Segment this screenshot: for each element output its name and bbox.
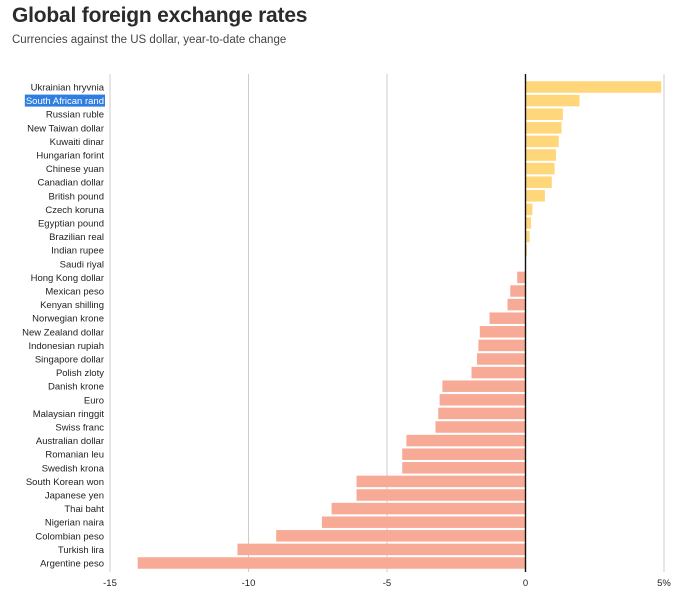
bar (438, 407, 526, 420)
category-label: Kuwaiti dinar (50, 137, 104, 148)
bar (507, 298, 526, 311)
category-label: Argentine peso (40, 559, 104, 570)
chart-subtitle: Currencies against the US dollar, year-t… (12, 34, 287, 46)
x-tick-label: -15 (103, 578, 117, 589)
gridlines (109, 74, 665, 572)
bar (402, 448, 526, 460)
bars (137, 81, 662, 569)
category-label: New Zealand dollar (22, 327, 104, 338)
x-tick-label: 5% (657, 578, 671, 589)
bar (331, 502, 526, 515)
bar (356, 475, 526, 488)
category-label: Polish zloty (56, 368, 104, 379)
category-label: Kenyan shilling (40, 300, 104, 311)
category-label: Chinese yuan (46, 164, 104, 175)
bar (402, 462, 526, 474)
category-label: Romanian leu (45, 450, 104, 461)
bar (510, 285, 526, 297)
bar (471, 366, 526, 379)
x-axis-ticks: -15 -10 -5 0 5% (103, 578, 671, 589)
category-labels: Ukrainian hryvnia South African rand Russi… (22, 83, 105, 570)
x-tick-label: -5 (383, 578, 391, 589)
category-label: Australian dollar (36, 436, 104, 447)
category-label: Indian rupee (51, 246, 104, 257)
category-label: Brazilian real (49, 232, 104, 243)
bar (321, 516, 526, 528)
category-label: Canadian dollar (37, 178, 104, 189)
category-label: Mexican peso (45, 287, 104, 298)
category-label: Norwegian krone (32, 314, 104, 325)
bar (237, 543, 526, 556)
category-label: Russian ruble (46, 110, 104, 121)
category-label: Danish krone (48, 382, 104, 393)
bar (525, 122, 562, 134)
category-label: Egyptian pound (38, 219, 104, 230)
category-label: South Korean won (26, 477, 104, 488)
category-label: Colombian peso (35, 531, 104, 542)
bar (525, 217, 532, 229)
category-label: Indonesian rupiah (28, 341, 104, 352)
bar (525, 176, 552, 188)
bar (137, 557, 526, 569)
bar (525, 230, 530, 243)
category-label: Turkish lira (58, 545, 105, 556)
category-label: Hong Kong dollar (31, 273, 104, 284)
bar (525, 162, 555, 175)
bar (406, 434, 526, 447)
x-tick-label: -10 (242, 578, 256, 589)
bar (439, 394, 526, 406)
category-label: Euro (84, 395, 104, 406)
bar (525, 203, 533, 216)
bar (435, 421, 526, 433)
category-label: Swiss franc (55, 423, 104, 434)
category-label: Japanese yen (45, 491, 104, 502)
category-label: South African rand (26, 96, 104, 107)
selection-highlight (24, 94, 105, 107)
bar (477, 353, 526, 365)
category-label: Singapore dollar (35, 355, 104, 366)
category-label: British pound (49, 191, 104, 202)
category-label: New Taiwan dollar (27, 123, 104, 134)
bar (276, 530, 526, 542)
bar (489, 312, 526, 324)
bar (525, 94, 580, 107)
bar (525, 108, 563, 120)
category-label: Czech koruna (45, 205, 104, 216)
bar (517, 271, 526, 284)
category-label: Hungarian forint (36, 151, 104, 162)
category-label: Saudi riyal (60, 259, 104, 270)
bar (525, 135, 559, 148)
category-label: Swedish krona (42, 463, 105, 474)
chart-title: Global foreign exchange rates (12, 4, 308, 27)
category-label: Thai baht (64, 504, 104, 515)
bar (525, 149, 556, 161)
bar (525, 190, 545, 202)
bar (442, 380, 526, 392)
category-label: Nigerian naira (45, 518, 105, 529)
category-label: Ukrainian hryvnia (31, 83, 105, 94)
category-label: Malaysian ringgit (33, 409, 105, 420)
x-tick-label: 0 (523, 578, 528, 589)
bar (478, 339, 526, 352)
bar (479, 326, 526, 338)
bar (356, 489, 526, 501)
bar (525, 81, 662, 93)
